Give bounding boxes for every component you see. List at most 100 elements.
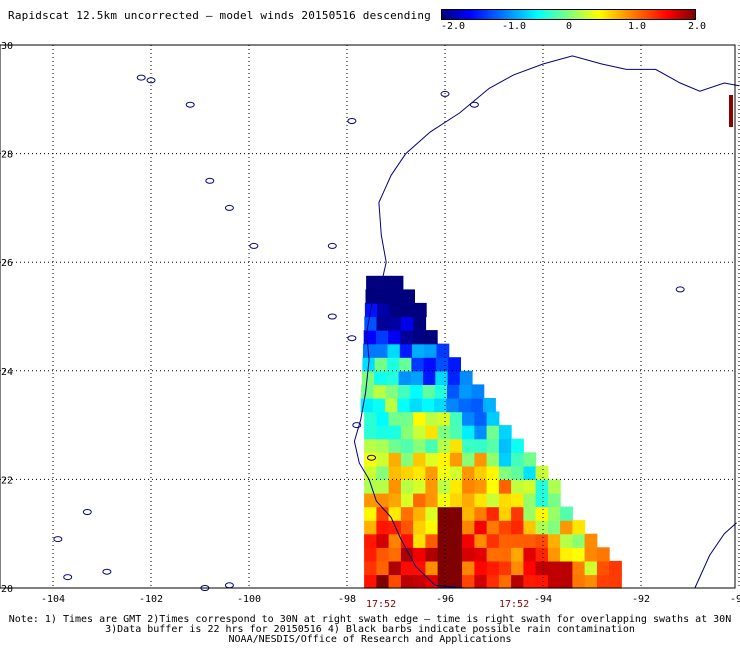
swath-cell [449, 425, 463, 440]
swath-cell [596, 560, 610, 576]
swath-cell [364, 479, 377, 494]
swath-cell [547, 506, 561, 521]
swath-cell [390, 289, 403, 304]
swath-cell [363, 330, 377, 345]
swath-cell [401, 316, 414, 331]
swath-cell [423, 357, 437, 372]
swath-cell [523, 479, 537, 494]
swath-cell [523, 493, 537, 508]
swath-cell [373, 384, 387, 399]
swath-cell [435, 357, 449, 372]
swath-cell [584, 533, 598, 548]
swath-cell [474, 438, 488, 453]
y-axis-tick-label: 30 [1, 41, 13, 52]
swath-cell [498, 520, 512, 535]
swath-cell [400, 452, 414, 467]
swath-cell [388, 506, 402, 521]
swath-cell [511, 547, 524, 562]
swath-cell [449, 438, 463, 453]
swath-cell [364, 520, 377, 535]
swath-cell [375, 343, 389, 358]
swath-cell [437, 411, 451, 426]
swath-cell [400, 411, 414, 426]
swath-cell [376, 493, 390, 508]
swath-cell [398, 370, 412, 385]
swath-cell [376, 411, 390, 426]
swath-cell [448, 357, 461, 372]
swath-cell [511, 479, 524, 494]
swath-cell [449, 560, 463, 576]
swath-cell [390, 275, 404, 290]
swath-cell [458, 398, 472, 413]
swath-cell [511, 493, 524, 508]
lake-outline [205, 177, 215, 184]
lake-outline [347, 335, 357, 342]
swath-cell [449, 411, 463, 426]
swath-cell [413, 493, 426, 508]
swath-cell [388, 493, 402, 508]
swath-cell [413, 533, 426, 548]
lake-outline [327, 242, 337, 249]
swath-cell [401, 302, 415, 318]
swath-cell [474, 560, 488, 576]
swath-cell [474, 479, 488, 494]
swath-cell [400, 493, 414, 508]
swath-cell [388, 316, 402, 331]
x-axis-tick-label: -104 [41, 594, 65, 605]
lake-outline [327, 313, 337, 320]
swath-cell [386, 370, 400, 385]
swath-cell [547, 574, 561, 589]
swath-cell [388, 438, 402, 453]
y-axis-tick-label: 24 [1, 367, 13, 378]
swath-cell [388, 452, 402, 467]
swath-cell [388, 560, 402, 576]
swath-cell [486, 560, 500, 576]
swath-cell [486, 479, 500, 494]
wind-difference-swath [360, 275, 622, 589]
swath-cell [388, 330, 401, 345]
lake-outline [146, 77, 156, 84]
lake-outline [63, 574, 73, 581]
swath-cell [388, 479, 402, 494]
x-axis-tick-label: -90 [730, 594, 740, 605]
colorbar-tick-label: 0 [566, 21, 573, 32]
swath-cell [388, 411, 402, 426]
swath-cell [483, 398, 496, 413]
lake-outline [102, 568, 112, 575]
swath-cell [486, 547, 500, 562]
swath-cell [412, 343, 425, 358]
swath-cell [535, 533, 549, 548]
swath-cell [498, 465, 512, 480]
swath-cell [400, 438, 414, 453]
swath-cell [437, 479, 451, 494]
swath-cell [523, 533, 537, 548]
swath-cell [372, 398, 386, 413]
swath-cell [364, 493, 377, 508]
swath-cell [423, 370, 436, 385]
swath-cell [523, 574, 537, 589]
swath-cell [425, 452, 439, 467]
swath-cell [413, 520, 426, 535]
swath-cell [376, 465, 390, 480]
pass-time-label: 17:52 [366, 599, 397, 610]
swath-cell [422, 384, 436, 399]
swath-cell [572, 547, 586, 562]
lake-outline [185, 101, 195, 108]
swath-cell [572, 574, 586, 589]
swath-cell [560, 520, 573, 535]
lake-outline [347, 118, 357, 124]
swath-cell [366, 275, 379, 290]
swath-cell [560, 574, 573, 589]
swath-cell [364, 302, 378, 318]
swath-cell [376, 438, 390, 453]
swath-cell [449, 520, 463, 535]
swath-cell [398, 384, 411, 399]
gulf-coastline [353, 55, 740, 589]
lake-outline [82, 509, 92, 515]
swath-cell [364, 411, 377, 426]
swath-cell [425, 411, 439, 426]
swath-cell [413, 479, 426, 494]
colorbar-tick-label: 1.0 [628, 21, 647, 32]
color-scale-bar [441, 9, 696, 20]
swath-cell [437, 547, 451, 562]
